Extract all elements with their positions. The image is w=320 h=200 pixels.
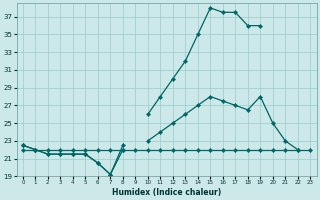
X-axis label: Humidex (Indice chaleur): Humidex (Indice chaleur) [112,188,221,197]
